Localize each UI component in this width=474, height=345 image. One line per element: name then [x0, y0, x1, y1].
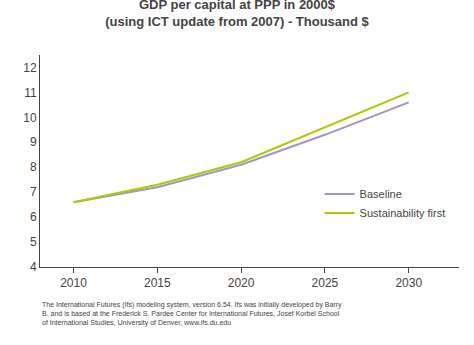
svg-text:Baseline: Baseline: [360, 188, 402, 200]
svg-text:9: 9: [30, 135, 37, 149]
svg-text:11: 11: [24, 86, 37, 100]
svg-text:2030: 2030: [395, 276, 422, 290]
svg-text:6: 6: [30, 210, 37, 224]
svg-text:5: 5: [30, 235, 37, 249]
svg-text:2010: 2010: [60, 276, 87, 290]
svg-text:2015: 2015: [144, 276, 171, 290]
svg-text:12: 12: [23, 61, 37, 75]
svg-text:GDP per capital at PPP in 2000: GDP per capital at PPP in 2000$(using IC…: [105, 0, 369, 29]
svg-text:10: 10: [23, 111, 37, 125]
svg-text:2025: 2025: [312, 276, 339, 290]
svg-text:2020: 2020: [228, 276, 255, 290]
svg-text:7: 7: [30, 185, 37, 199]
svg-text:The International Futures (Ifs: The International Futures (Ifs) modeling…: [42, 301, 342, 327]
svg-text:4: 4: [30, 260, 37, 274]
svg-text:Sustainability first: Sustainability first: [360, 207, 446, 219]
svg-text:8: 8: [30, 160, 37, 174]
